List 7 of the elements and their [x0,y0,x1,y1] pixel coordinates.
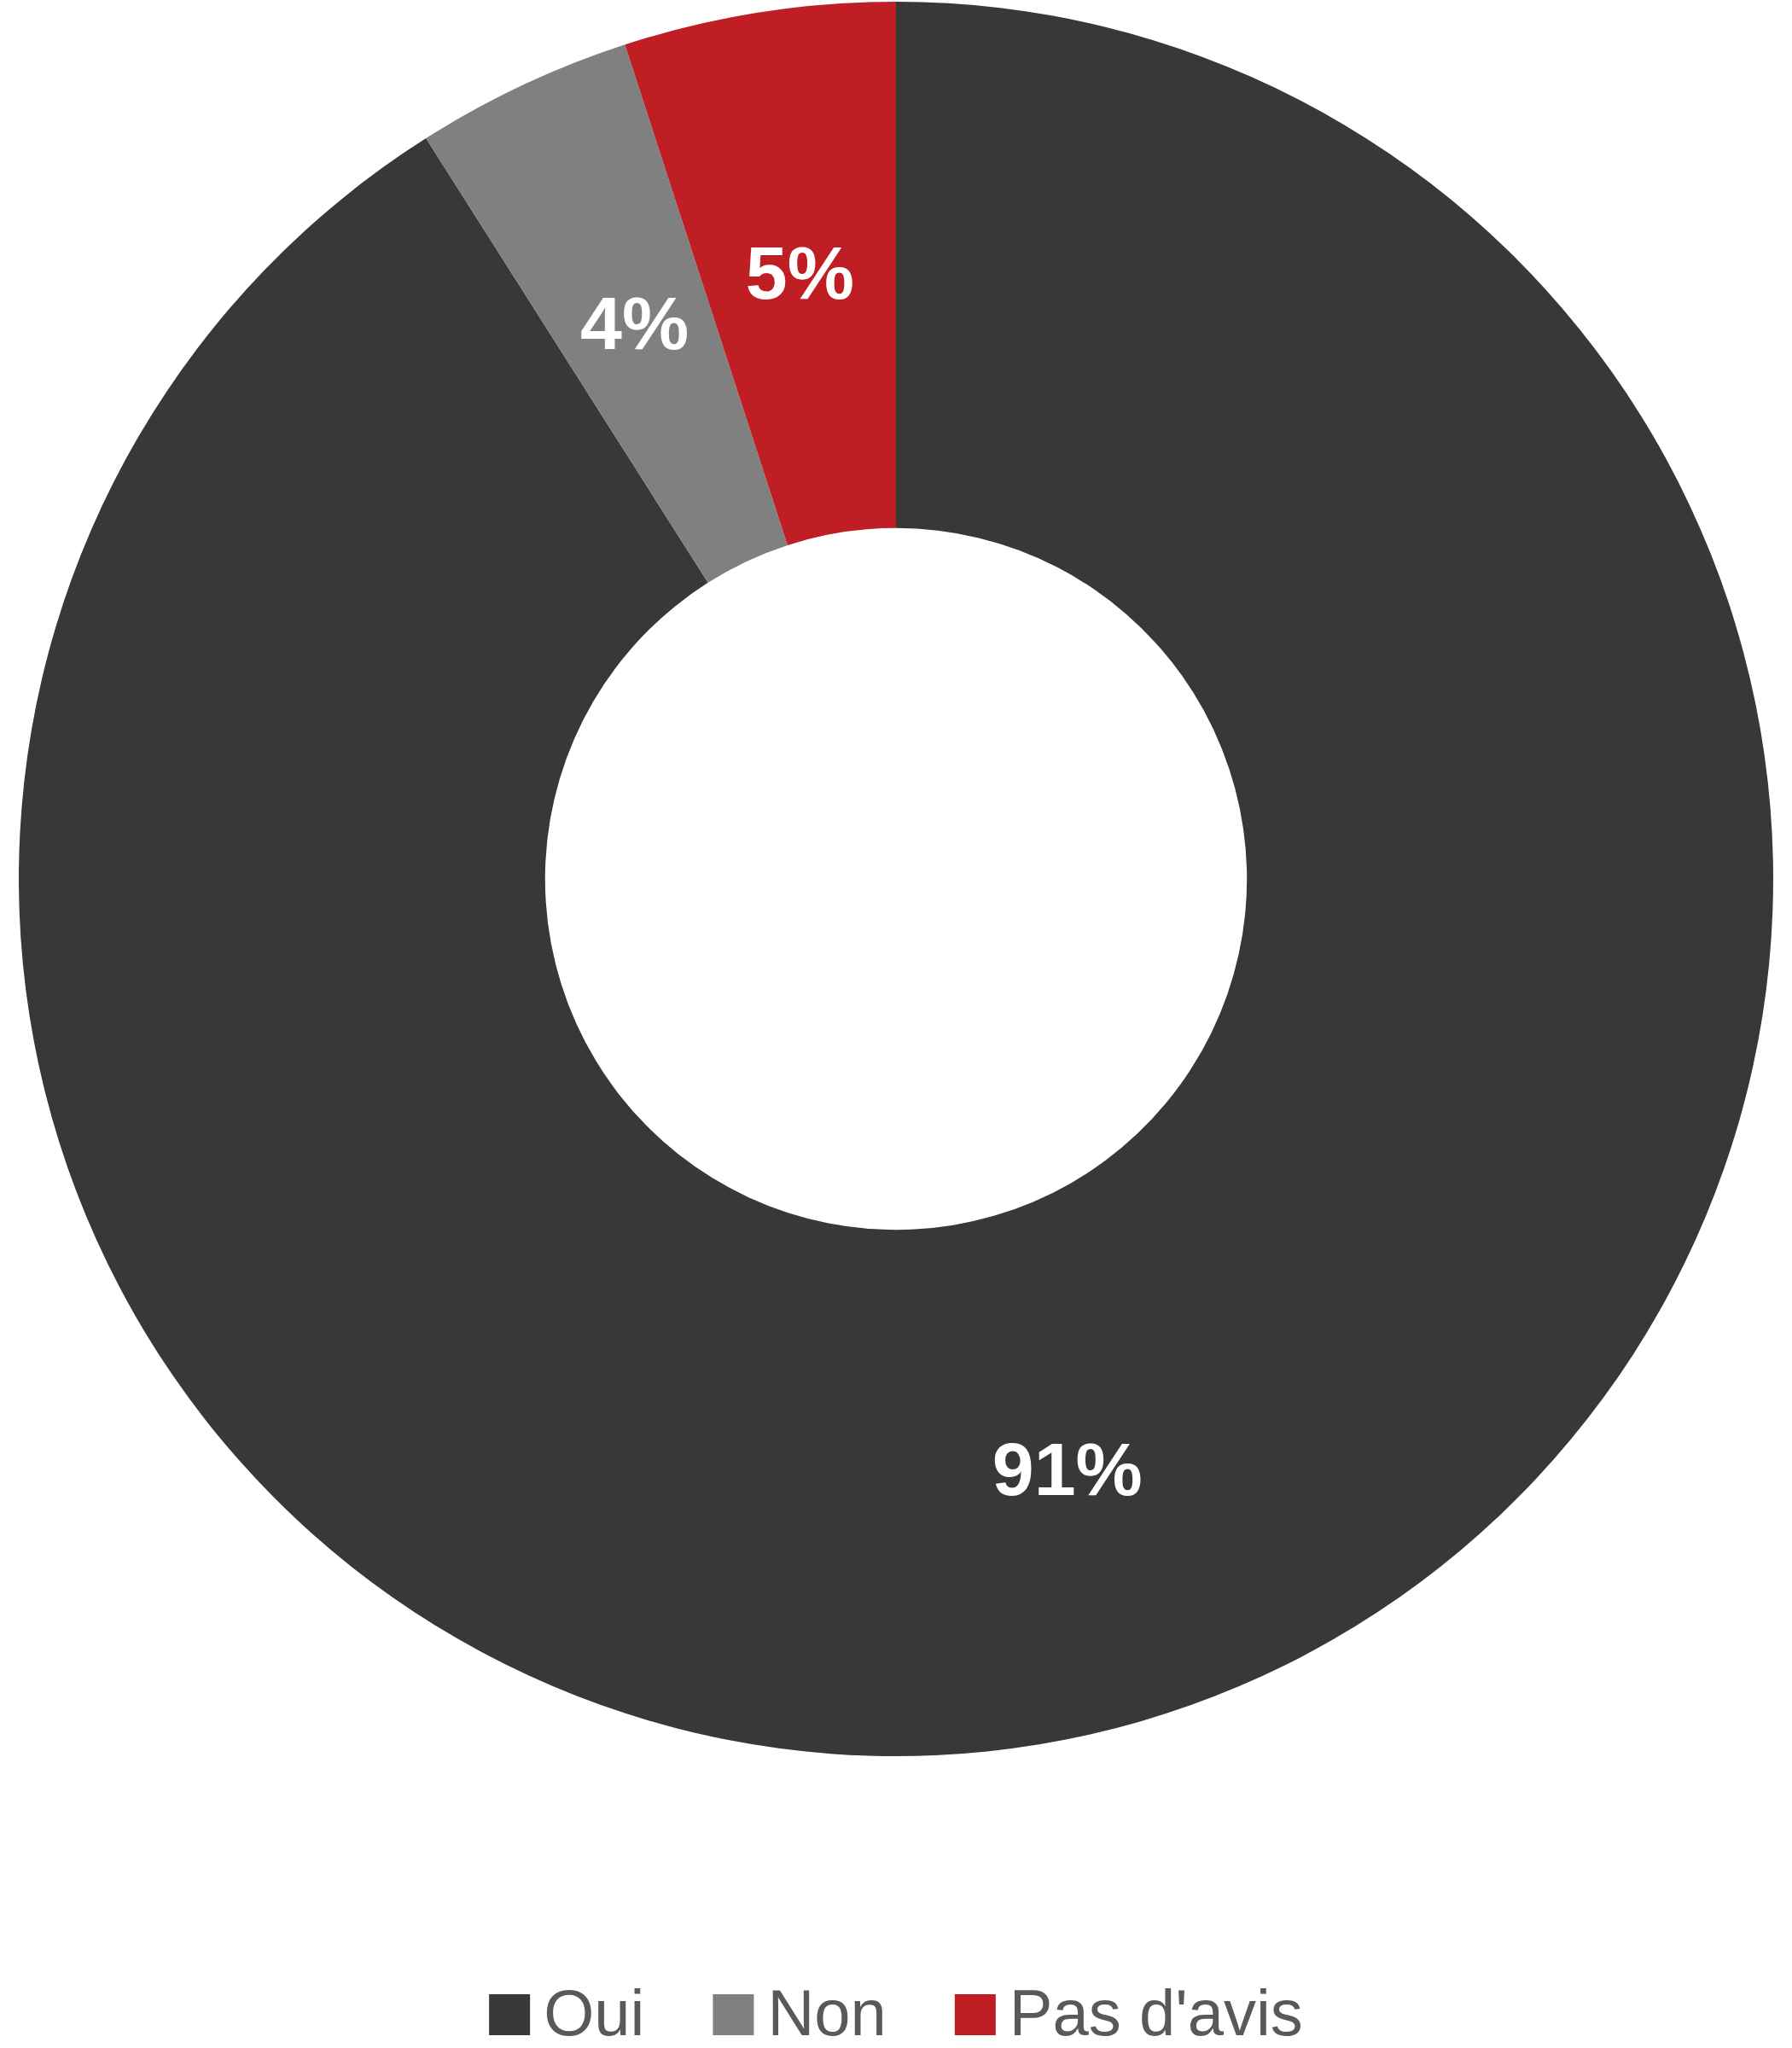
legend-label: Non [767,1976,887,2048]
legend-label: Oui [544,1976,645,2048]
donut-slice [19,2,1773,1756]
data-label: 4% [580,281,689,366]
data-label: 91% [992,1426,1143,1511]
legend-label: Pas d'avis [1009,1976,1303,2048]
data-label: 5% [745,230,855,315]
